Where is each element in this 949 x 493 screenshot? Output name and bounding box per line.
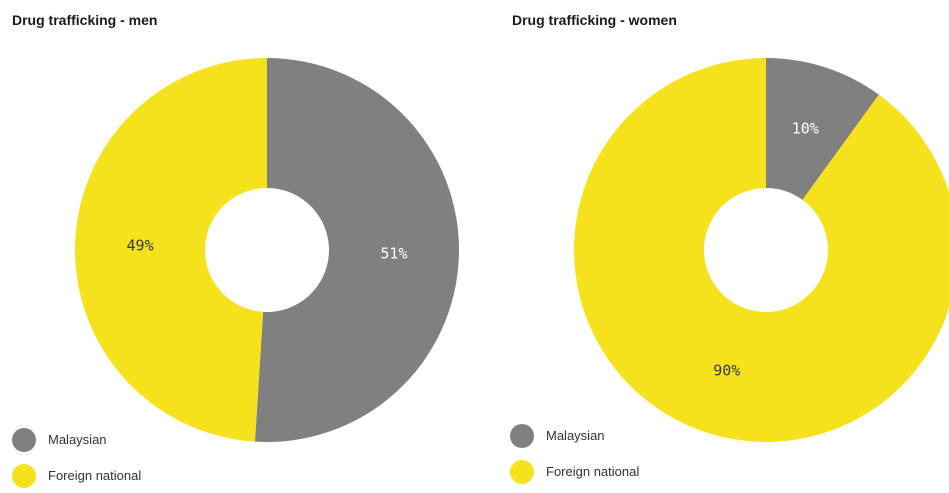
slice-label-foreign-national: 49% xyxy=(127,237,154,255)
slice-label-foreign-national: 90% xyxy=(713,361,740,379)
legend-label: Foreign national xyxy=(546,464,640,479)
legend-swatch-malaysian xyxy=(510,424,534,448)
legend-swatch-foreign-national xyxy=(510,460,534,484)
legend-swatch-malaysian xyxy=(12,428,36,452)
slice-foreign-national xyxy=(75,58,268,442)
chart-title: Drug trafficking - men xyxy=(12,12,158,28)
legend-label: Foreign national xyxy=(48,468,142,483)
legend-label: Malaysian xyxy=(48,432,107,447)
donut-chart-women: 10% 90% xyxy=(574,58,949,442)
donut-chart-men: 51% 49% xyxy=(75,58,460,442)
chart-panel-men: Drug trafficking - men 51% 49% Malaysian … xyxy=(0,0,470,493)
slice-malaysian xyxy=(766,58,879,200)
chart-title: Drug trafficking - women xyxy=(512,12,677,28)
legend-swatch-foreign-national xyxy=(12,464,36,488)
slice-malaysian xyxy=(254,58,460,442)
legend-label: Malaysian xyxy=(546,428,605,443)
slice-foreign-national xyxy=(574,58,949,442)
chart-panel-women: Drug trafficking - women 10% 90% Malaysia… xyxy=(470,0,949,493)
slice-label-malaysian: 51% xyxy=(380,244,407,262)
slice-label-malaysian: 10% xyxy=(792,120,819,138)
